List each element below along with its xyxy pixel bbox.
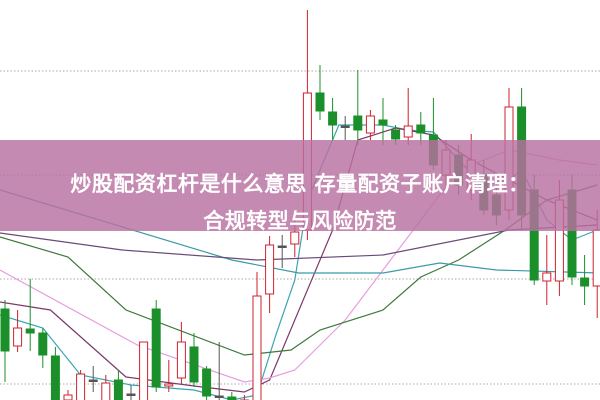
candle-body xyxy=(265,244,275,295)
candle-body xyxy=(592,229,600,287)
candle-body xyxy=(151,308,161,388)
candle-body xyxy=(542,272,552,282)
candle-body xyxy=(126,393,136,396)
candle-body xyxy=(164,383,174,387)
candle-body xyxy=(252,295,262,400)
candle-body xyxy=(63,394,73,400)
candle-body xyxy=(340,125,350,128)
candle-body xyxy=(328,111,338,126)
candle-body xyxy=(101,382,111,400)
candle-body xyxy=(13,327,23,347)
candle-body xyxy=(416,124,426,134)
candle-body xyxy=(214,395,224,398)
candle-body xyxy=(88,379,98,382)
candle-body xyxy=(403,125,413,138)
candle-body xyxy=(38,332,48,356)
candle-body xyxy=(580,277,590,287)
candle-body xyxy=(50,355,60,400)
candle-body xyxy=(277,245,287,248)
candle-body xyxy=(365,115,375,134)
candle-body xyxy=(0,308,10,352)
candle-body xyxy=(202,368,212,397)
candle-body xyxy=(378,119,388,126)
title-banner: 炒股配资杠杆是什么意思 存量配资子账户清理： 合规转型与风险防范 xyxy=(0,140,600,233)
candle-body xyxy=(227,396,237,400)
title-line-1: 炒股配资杠杆是什么意思 存量配资子账户清理： xyxy=(70,172,530,196)
candle-body xyxy=(353,115,363,131)
candle-body xyxy=(25,328,35,334)
candle-body xyxy=(113,379,123,400)
candle-body xyxy=(76,373,86,400)
candle-body xyxy=(315,92,325,112)
candle-body xyxy=(139,341,149,400)
title-line-2: 合规转型与风险防范 xyxy=(203,209,397,233)
candle-body xyxy=(176,341,186,379)
candle-body xyxy=(391,129,401,140)
candle-body xyxy=(290,231,300,245)
moving-average-line xyxy=(0,189,600,274)
candle-body xyxy=(189,346,199,383)
